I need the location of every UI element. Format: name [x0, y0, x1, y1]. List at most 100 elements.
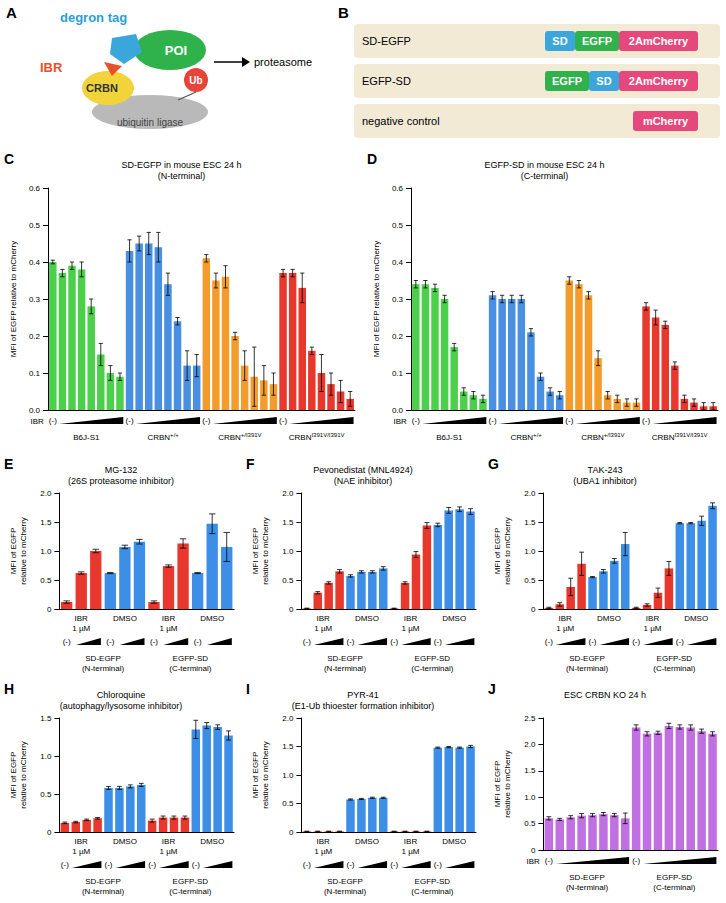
svg-text:1.5: 1.5: [524, 766, 536, 775]
svg-text:0.5: 0.5: [40, 790, 52, 799]
svg-text:0.0: 0.0: [29, 406, 41, 415]
svg-text:CRBN: CRBN: [147, 433, 170, 442]
svg-text:E: E: [4, 456, 13, 472]
svg-text:DMSO: DMSO: [442, 614, 466, 623]
svg-text:0: 0: [289, 605, 294, 614]
svg-text:0.0: 0.0: [392, 406, 404, 415]
svg-text:(-): (-): [61, 860, 69, 869]
svg-text:G: G: [488, 456, 499, 472]
svg-text:DMSO: DMSO: [113, 837, 137, 846]
svg-text:(C-terminal): (C-terminal): [411, 664, 454, 673]
svg-text:2.0: 2.0: [282, 489, 294, 498]
svg-text:F: F: [246, 456, 255, 472]
svg-text:+/+: +/+: [170, 432, 179, 438]
svg-text:POI: POI: [165, 43, 187, 58]
svg-text:(N-terminal): (N-terminal): [158, 171, 206, 181]
svg-text:MFI of EGFP: MFI of EGFP: [493, 528, 502, 575]
svg-text:(-): (-): [412, 416, 420, 425]
svg-text:DMSO: DMSO: [442, 837, 466, 846]
svg-text:1.5: 1.5: [282, 742, 294, 751]
svg-text:(N-terminal): (N-terminal): [324, 887, 367, 896]
svg-text:A: A: [6, 4, 17, 21]
svg-text:ESC CRBN KO 24 h: ESC CRBN KO 24 h: [564, 690, 646, 700]
svg-text:0.1: 0.1: [29, 369, 41, 378]
svg-text:(26S proteasome inhibitor): (26S proteasome inhibitor): [68, 476, 174, 486]
svg-text:(-): (-): [303, 637, 311, 646]
svg-text:DMSO: DMSO: [200, 614, 224, 623]
svg-text:SD-EGFP: SD-EGFP: [85, 654, 121, 663]
svg-text:EGFP-SD: EGFP-SD: [415, 654, 451, 663]
svg-text:(C-terminal): (C-terminal): [169, 887, 212, 896]
svg-text:MFI of EGFP relative to mCherr: MFI of EGFP relative to mCherry: [372, 241, 381, 357]
svg-text:1.5: 1.5: [40, 714, 52, 723]
svg-text:1.0: 1.0: [40, 752, 52, 761]
svg-text:0.5: 0.5: [392, 221, 404, 230]
svg-text:(C-terminal): (C-terminal): [653, 664, 696, 673]
svg-text:MFI of EGFP: MFI of EGFP: [251, 752, 260, 799]
svg-text:CRBN: CRBN: [86, 82, 118, 94]
svg-text:0.2: 0.2: [392, 332, 404, 341]
svg-text:I: I: [246, 681, 250, 697]
svg-text:(N-terminal): (N-terminal): [566, 883, 609, 892]
svg-text:B6J-S1: B6J-S1: [73, 433, 100, 442]
svg-text:(C-terminal): (C-terminal): [411, 887, 454, 896]
svg-text:0: 0: [289, 828, 294, 837]
svg-text:PYR-41: PYR-41: [347, 690, 379, 700]
svg-text:IBR: IBR: [646, 614, 660, 623]
svg-text:0.5: 0.5: [282, 799, 294, 808]
svg-text:J: J: [488, 681, 496, 697]
svg-text:1 µM: 1 µM: [72, 624, 90, 633]
svg-text:(NAE inhibitor): (NAE inhibitor): [334, 476, 393, 486]
svg-text:I391V/I391V: I391V/I391V: [311, 432, 344, 438]
svg-text:(-): (-): [148, 860, 156, 869]
svg-text:(-): (-): [676, 637, 684, 646]
svg-text:(C-terminal): (C-terminal): [169, 664, 212, 673]
svg-text:(autophagy/lysosome inhibitor): (autophagy/lysosome inhibitor): [60, 701, 183, 711]
svg-text:EGFP-SD: EGFP-SD: [173, 877, 209, 886]
svg-text:negative control: negative control: [362, 115, 440, 127]
svg-text:2.0: 2.0: [524, 740, 536, 749]
svg-text:(-): (-): [105, 860, 113, 869]
svg-text:(E1-Ub thioester formation inh: (E1-Ub thioester formation inhibitor): [292, 701, 435, 711]
svg-text:(-): (-): [126, 416, 134, 425]
svg-text:0: 0: [531, 605, 536, 614]
svg-text:DMSO: DMSO: [355, 614, 379, 623]
svg-text:2.0: 2.0: [524, 489, 536, 498]
svg-text:0.5: 0.5: [524, 576, 536, 585]
svg-text:MG-132: MG-132: [105, 465, 138, 475]
svg-text:(N-terminal): (N-terminal): [566, 664, 609, 673]
svg-text:CRBN: CRBN: [510, 433, 533, 442]
svg-text:CRBN: CRBN: [652, 433, 675, 442]
svg-text:0.2: 0.2: [29, 332, 41, 341]
svg-text:SD: SD: [552, 35, 567, 47]
svg-text:relative to mCherry: relative to mCherry: [261, 741, 270, 809]
svg-text:1 µM: 1 µM: [314, 847, 332, 856]
svg-text:B6J-S1: B6J-S1: [436, 433, 463, 442]
svg-text:Ub: Ub: [189, 75, 202, 86]
svg-text:EGFP-SD: EGFP-SD: [657, 873, 693, 882]
svg-text:B: B: [338, 4, 349, 21]
svg-text:MFI of EGFP: MFI of EGFP: [251, 528, 260, 575]
svg-text:SD-EGFP: SD-EGFP: [569, 654, 605, 663]
svg-text:0.6: 0.6: [392, 184, 404, 193]
svg-text:D: D: [367, 151, 377, 167]
svg-text:SD-EGFP: SD-EGFP: [362, 35, 411, 47]
svg-text:IBR: IBR: [527, 857, 541, 866]
svg-text:(-): (-): [489, 416, 497, 425]
svg-text:IBR: IBR: [30, 417, 44, 426]
svg-text:0.4: 0.4: [29, 258, 41, 267]
svg-text:CRBN: CRBN: [218, 433, 241, 442]
svg-text:(N-terminal): (N-terminal): [324, 664, 367, 673]
svg-text:1.5: 1.5: [524, 518, 536, 527]
svg-text:1 µM: 1 µM: [72, 847, 90, 856]
svg-text:relative to mCherry: relative to mCherry: [261, 517, 270, 585]
svg-text:(-): (-): [434, 637, 442, 646]
svg-text:(-): (-): [545, 637, 553, 646]
svg-text:0: 0: [47, 828, 52, 837]
svg-text:(-): (-): [150, 637, 158, 646]
svg-text:0.3: 0.3: [29, 295, 41, 304]
svg-text:Pevonedistat (MNL4924): Pevonedistat (MNL4924): [313, 465, 413, 475]
svg-text:0: 0: [531, 846, 536, 855]
svg-text:H: H: [4, 681, 14, 697]
svg-text:IBR: IBR: [317, 837, 331, 846]
